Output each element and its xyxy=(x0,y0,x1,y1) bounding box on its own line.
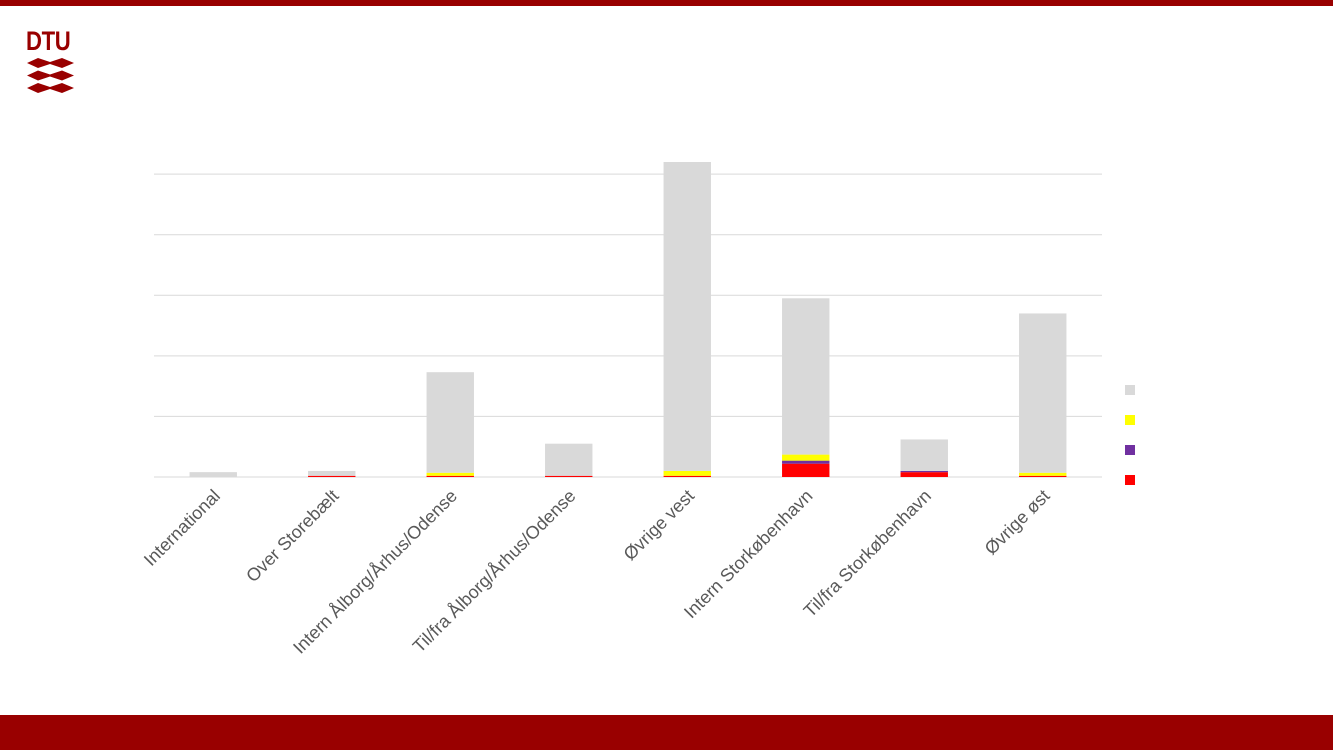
logo-wave-mark xyxy=(27,83,74,93)
bottom-brand-bar xyxy=(0,715,1333,750)
x-tick-label: Intern Storkøbenhavn xyxy=(680,486,817,623)
bar-segment xyxy=(663,470,711,476)
x-tick-label: International xyxy=(140,486,224,570)
logo-wave-mark xyxy=(27,70,74,81)
legend-marker xyxy=(1125,445,1135,455)
bar-segment xyxy=(782,460,830,464)
x-tick-label: Til/fra Storkøbenhavn xyxy=(800,486,935,621)
dtu-logo-mark xyxy=(27,58,74,93)
legend-marker xyxy=(1125,385,1135,395)
bar-segment xyxy=(189,472,237,477)
x-tick-label: Øvrige vest xyxy=(620,486,699,565)
bar-segment xyxy=(426,372,474,473)
bar-segment xyxy=(900,472,948,477)
bar-segment xyxy=(900,439,948,471)
dtu-logo: DTU xyxy=(26,26,76,98)
bar-segment xyxy=(663,475,711,477)
bar-segment xyxy=(782,463,830,477)
bars xyxy=(189,162,1067,477)
legend-marker xyxy=(1125,415,1135,425)
gridlines xyxy=(154,173,1102,478)
legend-marker xyxy=(1125,475,1135,485)
bar-segment xyxy=(663,162,711,471)
bar-segment xyxy=(426,472,474,476)
bar-segment xyxy=(1019,472,1067,476)
bar-segment xyxy=(1019,475,1067,477)
bar-segment xyxy=(900,470,948,473)
bar-segment xyxy=(545,443,593,476)
bar-segment xyxy=(426,475,474,477)
bar-segment xyxy=(1019,313,1067,473)
dtu-logo-text: DTU xyxy=(26,26,71,56)
x-tick-label: Øvrige øst xyxy=(981,486,1054,559)
bar-segment xyxy=(782,298,830,455)
bar-segment xyxy=(308,470,356,476)
bar-segment xyxy=(782,454,830,461)
bar-segment xyxy=(308,475,356,477)
logo-wave-mark xyxy=(27,58,74,68)
legend xyxy=(1125,385,1135,485)
x-tick-label: Over Storebælt xyxy=(242,486,342,586)
top-brand-bar xyxy=(0,0,1333,6)
bar-segment xyxy=(545,475,593,477)
